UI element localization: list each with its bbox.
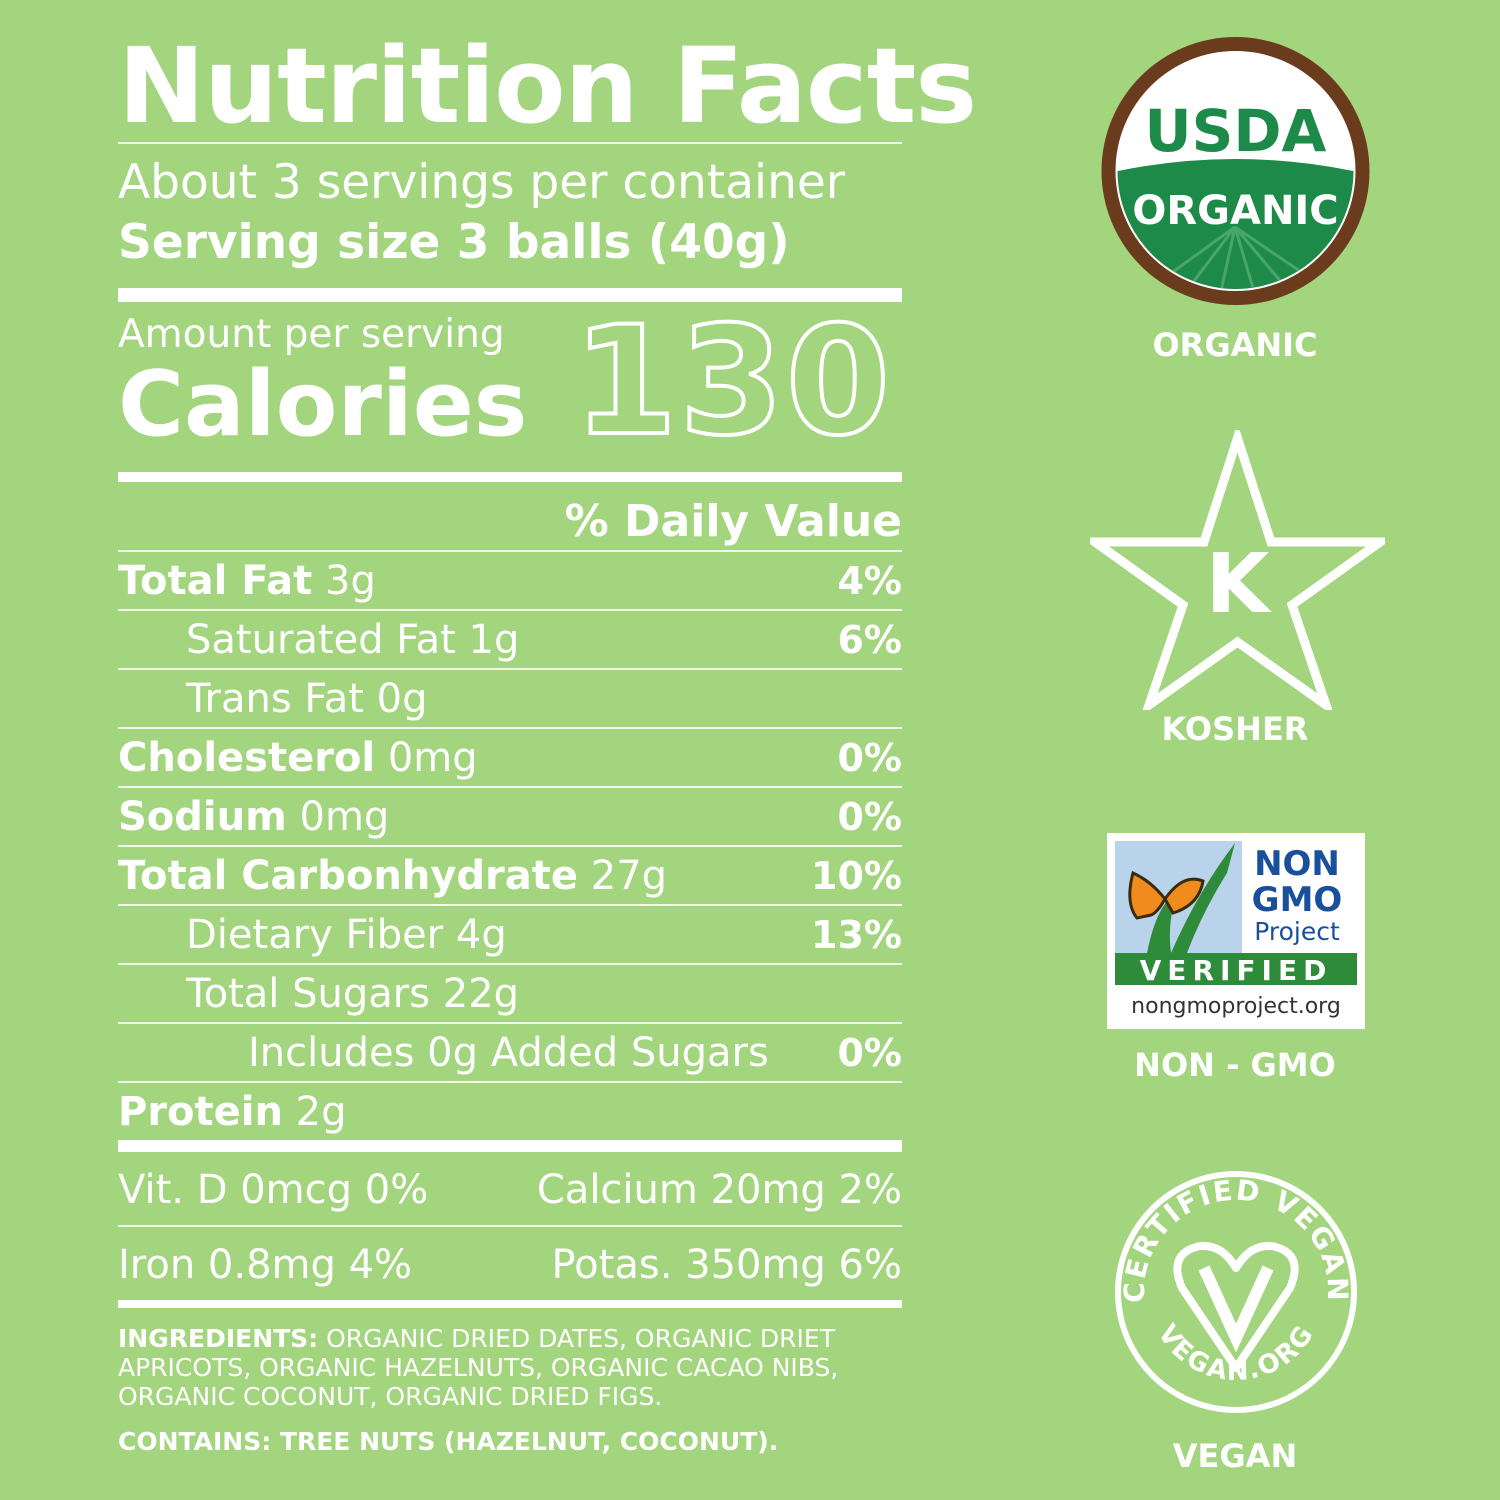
nutrient-name: Includes 0g Added Sugars [248,1029,769,1076]
nutrient-name: Dietary Fiber 4g [186,911,507,958]
usda-organic-seal-icon: USDA ORGANIC [1101,37,1370,305]
daily-value-header: % Daily Value [564,496,902,547]
nutrient-name: Saturated Fat 1g [186,616,520,663]
thick-divider [118,472,902,482]
amount-per-serving: Amount per serving [118,312,505,357]
ingredients: INGREDIENTS: ORGANIC DRIED DATES, ORGANI… [118,1324,902,1411]
svg-text:CERTIFIED VEGAN: CERTIFIED VEGAN [1118,1173,1354,1303]
nutrition-title: Nutrition Facts [118,25,977,147]
nutrient-name: Total Sugars 22g [186,970,520,1017]
gmo-verified: VERIFIED [1140,954,1333,987]
kosher-star-icon: K [1090,430,1385,710]
nutrient-amount: 0mg [286,793,390,840]
nutrient-row-sodium: Sodium 0mg 0% [118,786,902,845]
gmo-non: NON [1254,844,1340,884]
kosher-k: K [1206,537,1273,632]
calories-block: Amount per serving Calories 130 [118,295,902,472]
servings-per-container: About 3 servings per container [118,155,846,210]
divider [118,142,902,144]
calories-value: 130 [571,295,893,469]
nutrient-row-total-fat: Total Fat 3g 4% [118,550,902,609]
nutrient-row-added-sugars: Includes 0g Added Sugars 0% [118,1022,902,1081]
nutrient-pct: 13% [811,912,902,957]
nutrient-amount: 0mg [375,734,478,781]
nutrient-row-protein: Protein 2g [118,1081,902,1140]
vitamin-d: Vit. D 0mcg 0% [118,1167,429,1213]
nutrient-amount: 27g [578,852,668,899]
nutrient-pct: 10% [811,853,902,898]
thick-divider [118,1300,902,1308]
gmo-project: Project [1254,917,1340,946]
nutrient-pct: 0% [837,735,902,780]
nutrient-row-total-carbohydrate: Total Carbonhydrate 27g 10% [118,845,902,904]
nutrient-name: Sodium [118,793,287,840]
non-gmo-label: NON - GMO [1134,1046,1336,1084]
nutrient-amount: 3g [312,557,376,604]
gmo-gmo: GMO [1252,880,1343,920]
organic-text: ORGANIC [1132,188,1338,234]
nutrient-name: Trans Fat 0g [186,675,428,722]
ingredients-text: ORGANIC DRIED DATES, ORGANIC DRIET APRIC… [118,1324,839,1411]
nutrient-pct: 4% [837,558,902,603]
iron: Iron 0.8mg 4% [118,1242,413,1288]
vitamin-row: Iron 0.8mg 4% Potas. 350mg 6% [118,1227,902,1300]
divider [118,1225,902,1227]
kosher-label: KOSHER [1161,710,1309,748]
nutrient-name: Total Fat [118,557,313,604]
non-gmo-project-icon: NON GMO Project VERIFIED nongmoproject.o… [1107,833,1365,1029]
nutrition-facts-panel: Nutrition Facts About 3 servings per con… [118,25,977,1456]
vegan-label: VEGAN [1172,1437,1298,1475]
ingredients-label: INGREDIENTS: [118,1324,319,1353]
nutrient-amount: 2g [282,1088,347,1135]
calcium: Calcium 20mg 2% [536,1167,902,1213]
gmo-url: nongmoproject.org [1131,994,1341,1019]
vegan-ring-text: CERTIFIED VEGAN [1118,1173,1352,1303]
allergen-contains: CONTAINS: TREE NUTS (HAZELNUT, COCONUT). [118,1427,779,1456]
nutrient-row-saturated-fat: Saturated Fat 1g 6% [118,609,902,668]
nutrient-row-cholesterol: Cholesterol 0mg 0% [118,727,902,786]
usda-text: USDA [1145,97,1327,165]
nutrient-row-total-sugars: Total Sugars 22g [118,963,902,1022]
nutrient-pct: 0% [837,1030,902,1075]
potassium: Potas. 350mg 6% [551,1242,902,1288]
certified-vegan-icon: CERTIFIED VEGAN VEGAN.ORG [1115,1171,1357,1413]
serving-size: Serving size 3 balls (40g) [118,215,790,270]
vitamin-row: Vit. D 0mcg 0% Calcium 20mg 2% [118,1152,902,1225]
organic-label: ORGANIC [1152,326,1318,364]
nutrient-pct: 0% [837,794,902,839]
thick-divider [118,288,902,302]
nutrient-name: Protein [118,1088,283,1135]
nutrient-row-dietary-fiber: Dietary Fiber 4g 13% [118,904,902,963]
nutrient-row-trans-fat: Trans Fat 0g [118,668,902,727]
calories-label: Calories [118,352,528,457]
nutrient-name: Total Carbonhydrate [118,852,579,899]
thick-divider [118,1140,902,1152]
nutrient-name: Cholesterol [118,734,376,781]
nutrient-pct: 6% [837,617,902,662]
